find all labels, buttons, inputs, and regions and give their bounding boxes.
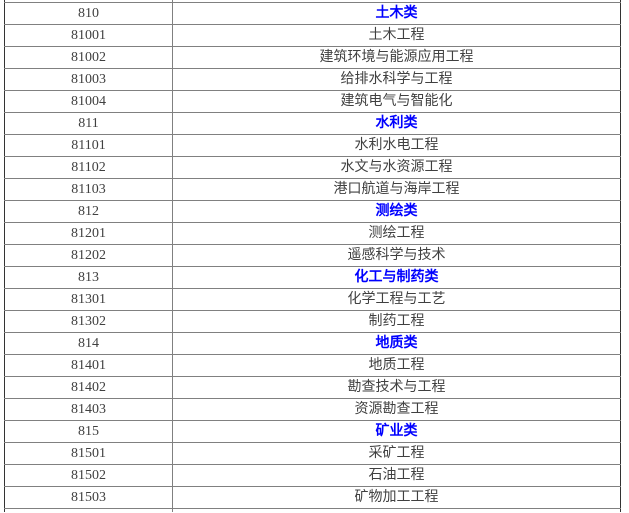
- major-name: 地质工程: [172, 354, 621, 377]
- major-row: 81201 测绘工程: [4, 222, 621, 245]
- major-row: 81003 给排水科学与工程: [4, 68, 621, 91]
- major-row: 81401 地质工程: [4, 354, 621, 377]
- major-name: 化学工程与工艺: [172, 288, 621, 311]
- partial-cell: [4, 508, 173, 512]
- code-cell: 81503: [4, 486, 173, 509]
- major-row: 81202 遥感科学与技术: [4, 244, 621, 267]
- code-cell: 81301: [4, 288, 173, 311]
- major-name: 测绘工程: [172, 222, 621, 245]
- majors-code-table: 810 土木类 81001 土木工程 81002 建筑环境与能源应用工程 81003 给排水科…: [4, 0, 621, 512]
- major-name: 矿物加工工程: [172, 486, 621, 509]
- major-row: 81502 石油工程: [4, 464, 621, 487]
- code-cell: 815: [4, 420, 173, 443]
- major-row: 81403 资源勘查工程: [4, 398, 621, 421]
- category-row: 815 矿业类: [4, 420, 621, 443]
- code-cell: 813: [4, 266, 173, 289]
- major-name: 资源勘查工程: [172, 398, 621, 421]
- category-link[interactable]: 化工与制药类: [172, 266, 621, 289]
- code-cell: 81004: [4, 90, 173, 113]
- code-cell: 814: [4, 332, 173, 355]
- major-name: 港口航道与海岸工程: [172, 178, 621, 201]
- major-row: 81301 化学工程与工艺: [4, 288, 621, 311]
- major-name: 土木工程: [172, 24, 621, 47]
- category-row: 814 地质类: [4, 332, 621, 355]
- major-row: 81101 水利水电工程: [4, 134, 621, 157]
- category-link[interactable]: 地质类: [172, 332, 621, 355]
- major-row: 81004 建筑电气与智能化: [4, 90, 621, 113]
- code-cell: 810: [4, 2, 173, 25]
- category-row: 811 水利类: [4, 112, 621, 135]
- category-link[interactable]: 测绘类: [172, 200, 621, 223]
- major-row: 81103 港口航道与海岸工程: [4, 178, 621, 201]
- major-name: 水利水电工程: [172, 134, 621, 157]
- category-row: 813 化工与制药类: [4, 266, 621, 289]
- code-cell: 81403: [4, 398, 173, 421]
- code-cell: 81002: [4, 46, 173, 69]
- code-cell: 81001: [4, 24, 173, 47]
- major-name: 制药工程: [172, 310, 621, 333]
- major-name: 给排水科学与工程: [172, 68, 621, 91]
- code-cell: 81101: [4, 134, 173, 157]
- major-row: 81302 制药工程: [4, 310, 621, 333]
- code-cell: 81102: [4, 156, 173, 179]
- code-cell: 812: [4, 200, 173, 223]
- major-row: 81102 水文与水资源工程: [4, 156, 621, 179]
- category-link[interactable]: 矿业类: [172, 420, 621, 443]
- code-cell: 81501: [4, 442, 173, 465]
- category-row: 812 测绘类: [4, 200, 621, 223]
- major-row: 81402 勘查技术与工程: [4, 376, 621, 399]
- major-name: 采矿工程: [172, 442, 621, 465]
- code-cell: 81103: [4, 178, 173, 201]
- code-cell: 81201: [4, 222, 173, 245]
- category-link[interactable]: 水利类: [172, 112, 621, 135]
- major-name: 勘查技术与工程: [172, 376, 621, 399]
- code-cell: 81402: [4, 376, 173, 399]
- major-row: 81503 矿物加工工程: [4, 486, 621, 509]
- major-name: 建筑电气与智能化: [172, 90, 621, 113]
- code-cell: 811: [4, 112, 173, 135]
- major-name: 水文与水资源工程: [172, 156, 621, 179]
- partial-row-bottom: [4, 508, 621, 512]
- major-row: 81001 土木工程: [4, 24, 621, 47]
- category-row: 810 土木类: [4, 2, 621, 25]
- major-row: 81002 建筑环境与能源应用工程: [4, 46, 621, 69]
- code-cell: 81502: [4, 464, 173, 487]
- code-cell: 81302: [4, 310, 173, 333]
- major-name: 遥感科学与技术: [172, 244, 621, 267]
- category-link[interactable]: 土木类: [172, 2, 621, 25]
- code-cell: 81401: [4, 354, 173, 377]
- major-name: 建筑环境与能源应用工程: [172, 46, 621, 69]
- major-row: 81501 采矿工程: [4, 442, 621, 465]
- code-cell: 81202: [4, 244, 173, 267]
- code-cell: 81003: [4, 68, 173, 91]
- partial-cell: [172, 508, 621, 512]
- major-name: 石油工程: [172, 464, 621, 487]
